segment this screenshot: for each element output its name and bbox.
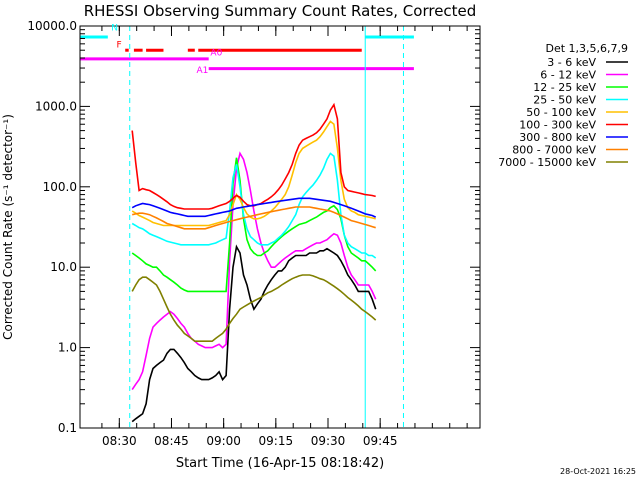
series-line-6 <box>131 197 377 218</box>
series-line-0 <box>131 244 377 423</box>
series-line-8 <box>131 274 377 343</box>
y-tick-label: 100.0 <box>43 180 77 194</box>
legend-label-5: 100 - 300 keV <box>519 119 596 132</box>
x-axis-label: Start Time (16-Apr-15 08:18:42) <box>176 456 384 471</box>
plot-frame <box>79 25 481 429</box>
series-line-7 <box>132 206 376 230</box>
legend-label-6: 300 - 800 keV <box>519 131 596 144</box>
annotation-A1: A1 <box>197 66 209 76</box>
timestamp: 28-Oct-2021 16:25 <box>560 467 636 476</box>
y-tick-label: 1000.0 <box>35 99 77 113</box>
legend-label-7: 800 - 7000 keV <box>512 144 596 157</box>
annotation-N: N <box>111 23 118 33</box>
x-tick-label: 08:30 <box>102 434 137 448</box>
x-tick-label: 09:30 <box>311 434 346 448</box>
legend-title: Det 1,3,5,6,7,9 <box>545 42 628 55</box>
x-tick-label: 09:15 <box>259 434 294 448</box>
y-tick-label: 1.0 <box>58 341 77 355</box>
legend-label-4: 50 - 100 keV <box>526 106 596 119</box>
y-axis-label: Corrected Count Rate (s⁻¹ detector⁻¹) <box>1 114 15 340</box>
x-tick-label: 08:45 <box>154 434 189 448</box>
annotation-F: F <box>117 41 122 51</box>
chart-title: RHESSI Observing Summary Count Rates, Co… <box>84 2 477 20</box>
legend-label-8: 7000 - 15000 keV <box>498 156 596 169</box>
legend-label-2: 12 - 25 keV <box>533 81 596 94</box>
y-tick-label: 10.0 <box>50 260 77 274</box>
x-tick-label: 09:45 <box>363 434 398 448</box>
series-line-3 <box>131 152 377 259</box>
x-tick-label: 09:00 <box>206 434 241 448</box>
series-line-1 <box>131 151 377 391</box>
legend-label-3: 25 - 50 keV <box>533 94 596 107</box>
series-line-2 <box>131 157 377 293</box>
y-tick-label: 10000.0 <box>27 19 77 33</box>
legend-label-0: 3 - 6 keV <box>547 56 596 69</box>
y-tick-label: 0.1 <box>58 421 77 435</box>
legend-label-1: 6 - 12 keV <box>540 69 596 82</box>
annotation-A0: A0 <box>210 48 222 58</box>
